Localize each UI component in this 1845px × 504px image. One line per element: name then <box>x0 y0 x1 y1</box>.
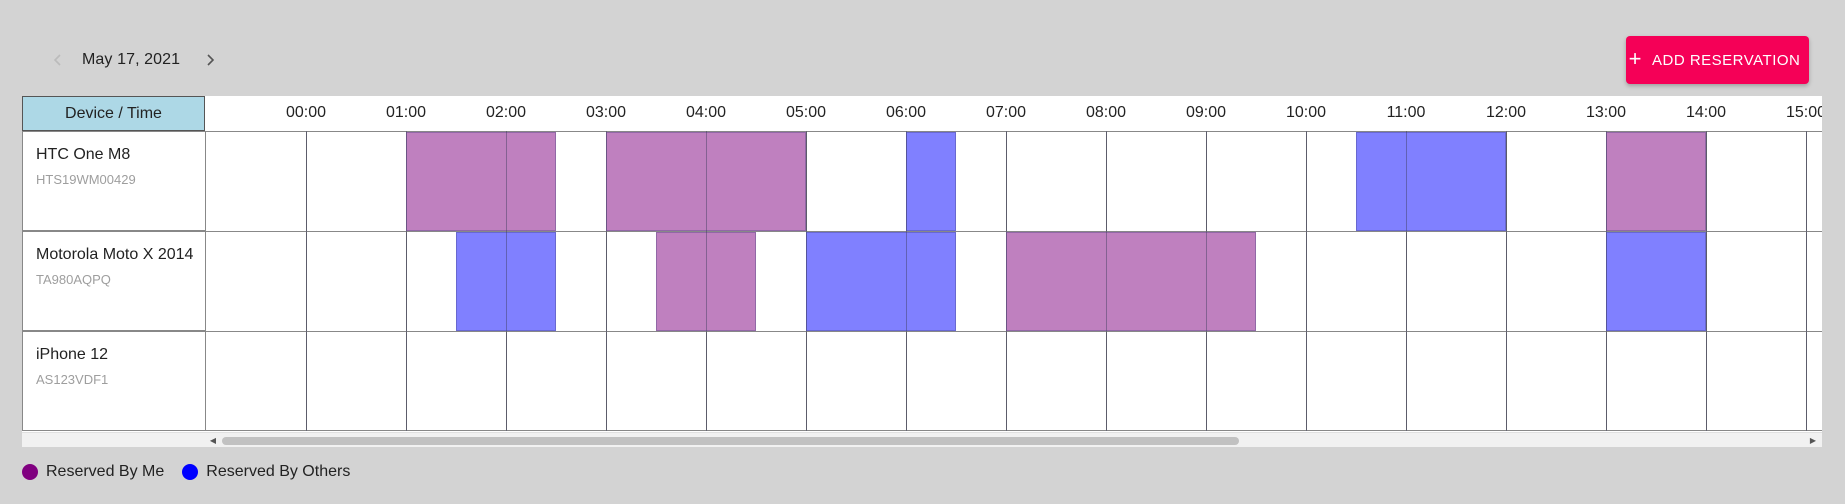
hour-gridline-overlay <box>306 131 307 431</box>
row-gridline <box>206 231 1822 232</box>
previous-day-button[interactable] <box>44 42 72 78</box>
time-label: 10:00 <box>1285 104 1327 121</box>
time-label: 04:00 <box>685 104 727 121</box>
device-serial: AS123VDF1 <box>36 372 109 387</box>
device-serial: TA980AQPQ <box>36 272 111 287</box>
reservation-grid: Device / Time 00:00 01:00 02:00 03:00 04:00 0… <box>22 96 1822 447</box>
timeline-area[interactable] <box>206 131 1822 431</box>
hour-gridline <box>1806 131 1807 431</box>
hour-gridline <box>1506 131 1507 431</box>
chevron-left-icon <box>53 54 61 66</box>
reservation-block-mine[interactable] <box>656 232 756 331</box>
reservation-block-others[interactable] <box>456 232 556 331</box>
scrollbar-thumb[interactable] <box>222 437 1239 445</box>
row-gridline <box>206 331 1822 332</box>
time-label: 02:00 <box>485 104 527 121</box>
date-navigator: May 17, 2021 <box>44 42 224 78</box>
hour-gridline <box>1706 131 1707 431</box>
time-label: 00:00 <box>285 104 327 121</box>
legend-dot-icon <box>22 464 38 480</box>
time-label: 12:00 <box>1485 104 1527 121</box>
hour-gridline-overlay <box>606 131 607 431</box>
current-date: May 17, 2021 <box>82 51 181 68</box>
reservation-block-others[interactable] <box>906 132 956 231</box>
legend: Reserved By Me Reserved By Others <box>22 463 368 481</box>
time-header-row: Device / Time 00:00 01:00 02:00 03:00 04:00 0… <box>22 96 1822 132</box>
horizontal-scrollbar[interactable]: ◀ ▶ <box>22 432 1822 447</box>
time-label: 11:00 <box>1386 104 1426 121</box>
legend-item-me: Reserved By Me <box>22 463 164 481</box>
reservation-block-mine[interactable] <box>406 132 556 231</box>
scroll-right-icon[interactable]: ▶ <box>1809 436 1817 445</box>
hour-gridline-overlay <box>1206 131 1207 431</box>
device-name: HTC One M8 <box>36 146 131 163</box>
reservation-block-mine[interactable] <box>1006 232 1256 331</box>
reservation-block-others[interactable] <box>806 232 956 331</box>
legend-label: Reserved By Others <box>206 463 351 480</box>
time-label: 08:00 <box>1085 104 1127 121</box>
device-cell[interactable]: Motorola Moto X 2014 TA980AQPQ <box>22 231 206 331</box>
time-label: 07:00 <box>985 104 1027 121</box>
time-label: 05:00 <box>785 104 827 121</box>
hour-gridline-overlay <box>1306 131 1307 431</box>
row-gridline <box>206 131 1822 132</box>
time-label: 01:00 <box>385 104 427 121</box>
hour-gridline-overlay <box>1606 131 1607 431</box>
hour-gridline <box>406 131 407 431</box>
add-reservation-button[interactable]: + ADD RESERVATION <box>1626 36 1809 84</box>
hour-gridline-overlay <box>1006 131 1007 431</box>
hour-gridline <box>306 131 307 431</box>
reservation-block-others[interactable] <box>1356 132 1506 231</box>
scroll-left-icon[interactable]: ◀ <box>209 436 217 445</box>
hour-gridline-overlay <box>806 131 807 431</box>
reservation-block-mine[interactable] <box>606 132 806 231</box>
hour-gridline-overlay <box>406 131 407 431</box>
hour-gridline-overlay <box>1806 131 1807 431</box>
device-serial: HTS19WM00429 <box>36 172 136 187</box>
hour-gridline <box>606 131 607 431</box>
time-label: 14:00 <box>1685 104 1727 121</box>
time-label: 13:00 <box>1585 104 1627 121</box>
hour-gridline-overlay <box>1506 131 1507 431</box>
hour-gridline-overlay <box>506 131 507 431</box>
row-gridline <box>206 430 1822 431</box>
hour-gridline-overlay <box>1406 131 1407 431</box>
add-reservation-label: ADD RESERVATION <box>1652 51 1801 69</box>
device-column: HTC One M8 HTS19WM00429 Motorola Moto X 20… <box>22 131 206 431</box>
next-day-button[interactable] <box>196 42 224 78</box>
chevron-right-icon <box>207 54 215 66</box>
legend-item-others: Reserved By Others <box>182 463 350 481</box>
hour-gridline-overlay <box>706 131 707 431</box>
time-label: 15:00 <box>1785 104 1822 121</box>
legend-dot-icon <box>182 464 199 480</box>
hour-gridline <box>1306 131 1307 431</box>
hour-gridline-overlay <box>906 131 907 431</box>
reservation-block-others[interactable] <box>1606 232 1706 331</box>
reservation-block-mine[interactable] <box>1606 132 1706 231</box>
device-name: Motorola Moto X 2014 <box>36 246 194 263</box>
device-cell[interactable]: HTC One M8 HTS19WM00429 <box>22 131 206 231</box>
device-cell[interactable]: iPhone 12 AS123VDF1 <box>22 331 206 431</box>
hour-gridline <box>1406 131 1407 431</box>
hour-gridline-overlay <box>1106 131 1107 431</box>
device-name: iPhone 12 <box>36 346 109 363</box>
plus-icon: + <box>1628 46 1642 71</box>
time-label: 06:00 <box>885 104 927 121</box>
device-time-header: Device / Time <box>22 96 205 131</box>
legend-label: Reserved By Me <box>46 463 165 480</box>
hour-gridline-overlay <box>1706 131 1707 431</box>
time-label: 03:00 <box>585 104 627 121</box>
time-label: 09:00 <box>1185 104 1227 121</box>
